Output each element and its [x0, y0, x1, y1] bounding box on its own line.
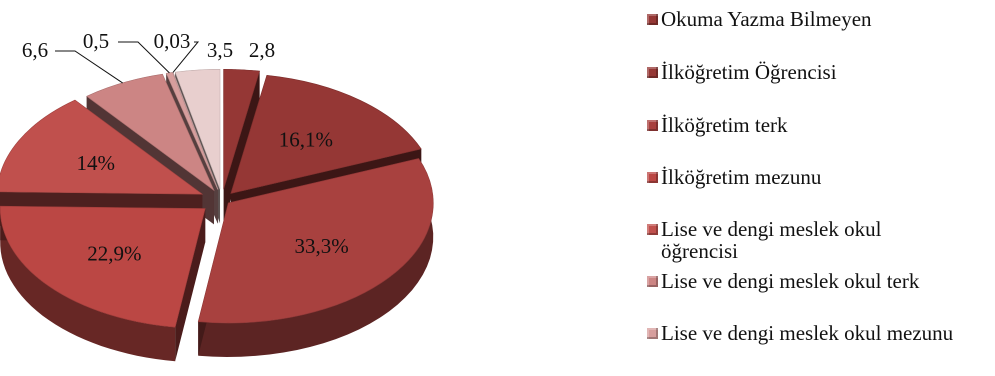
legend-label: Lise ve dengi meslek okul mezunu [661, 321, 954, 345]
slice-data-label: 6,6 [22, 38, 48, 62]
pie-slice-top [86, 73, 215, 192]
pie-slice-edge [223, 71, 260, 224]
pie-slice-top [174, 68, 221, 190]
pie-chart-canvas: 2,8 16,1% 33,3% 22,9% 14% 6,6 0,5 0,03 3,5 [0, 29, 434, 362]
slice-data-label: 22,9% [87, 242, 141, 266]
pie-slice-side [0, 206, 176, 362]
legend-label: İlköğretim terk [661, 113, 788, 137]
slice-data-label: 0,5 [83, 29, 109, 53]
legend-swatch [647, 14, 658, 25]
pie-slice-top [0, 205, 206, 328]
legend-label: Okuma Yazma Bilmeyen [661, 7, 872, 31]
pie-slice-top [0, 99, 204, 195]
leader-line [55, 50, 123, 84]
slice-data-label: 3,5 [207, 38, 233, 62]
legend-item: Lise ve dengi meslek okul terk [647, 270, 919, 292]
pie-slice-side [198, 158, 434, 357]
legend-label: Lise ve dengi meslek okul terk [661, 269, 920, 293]
legend-swatch [647, 276, 658, 287]
pie-slice-top [223, 68, 260, 190]
legend-item: Lise ve dengi meslek okul öğrencisi [647, 218, 967, 262]
legend-item: Okuma Yazma Bilmeyen [647, 8, 872, 30]
legend-swatch [647, 120, 658, 131]
legend-item: İlköğretim terk [647, 114, 788, 136]
slice-data-label: 2,8 [249, 38, 275, 62]
pie-slice-edge [175, 208, 206, 362]
legend-swatch [647, 67, 658, 78]
legend-item: Lise ve dengi meslek okul mezunu [647, 322, 967, 344]
legend-swatch [647, 224, 658, 235]
slice-data-label: 33,3% [294, 234, 348, 258]
legend-item: İlköğretim mezunu [647, 166, 821, 188]
legend-label: İlköğretim mezunu [661, 165, 822, 189]
legend-label: İlköğretim Öğrencisi [661, 60, 837, 84]
pie-slice-top [197, 158, 434, 324]
slice-data-label: 16,1% [279, 128, 333, 152]
legend-swatch [647, 328, 658, 339]
legend-item: İlköğretim Öğrencisi [647, 61, 837, 83]
leader-line [172, 41, 200, 73]
legend-swatch [647, 172, 658, 183]
slice-data-label: 0,03 [154, 29, 191, 53]
legend-label: Lise ve dengi meslek okul öğrencisi [661, 217, 882, 263]
pie-slice-top [230, 75, 422, 194]
slice-data-label: 14% [77, 151, 116, 175]
leader-line [118, 41, 170, 74]
